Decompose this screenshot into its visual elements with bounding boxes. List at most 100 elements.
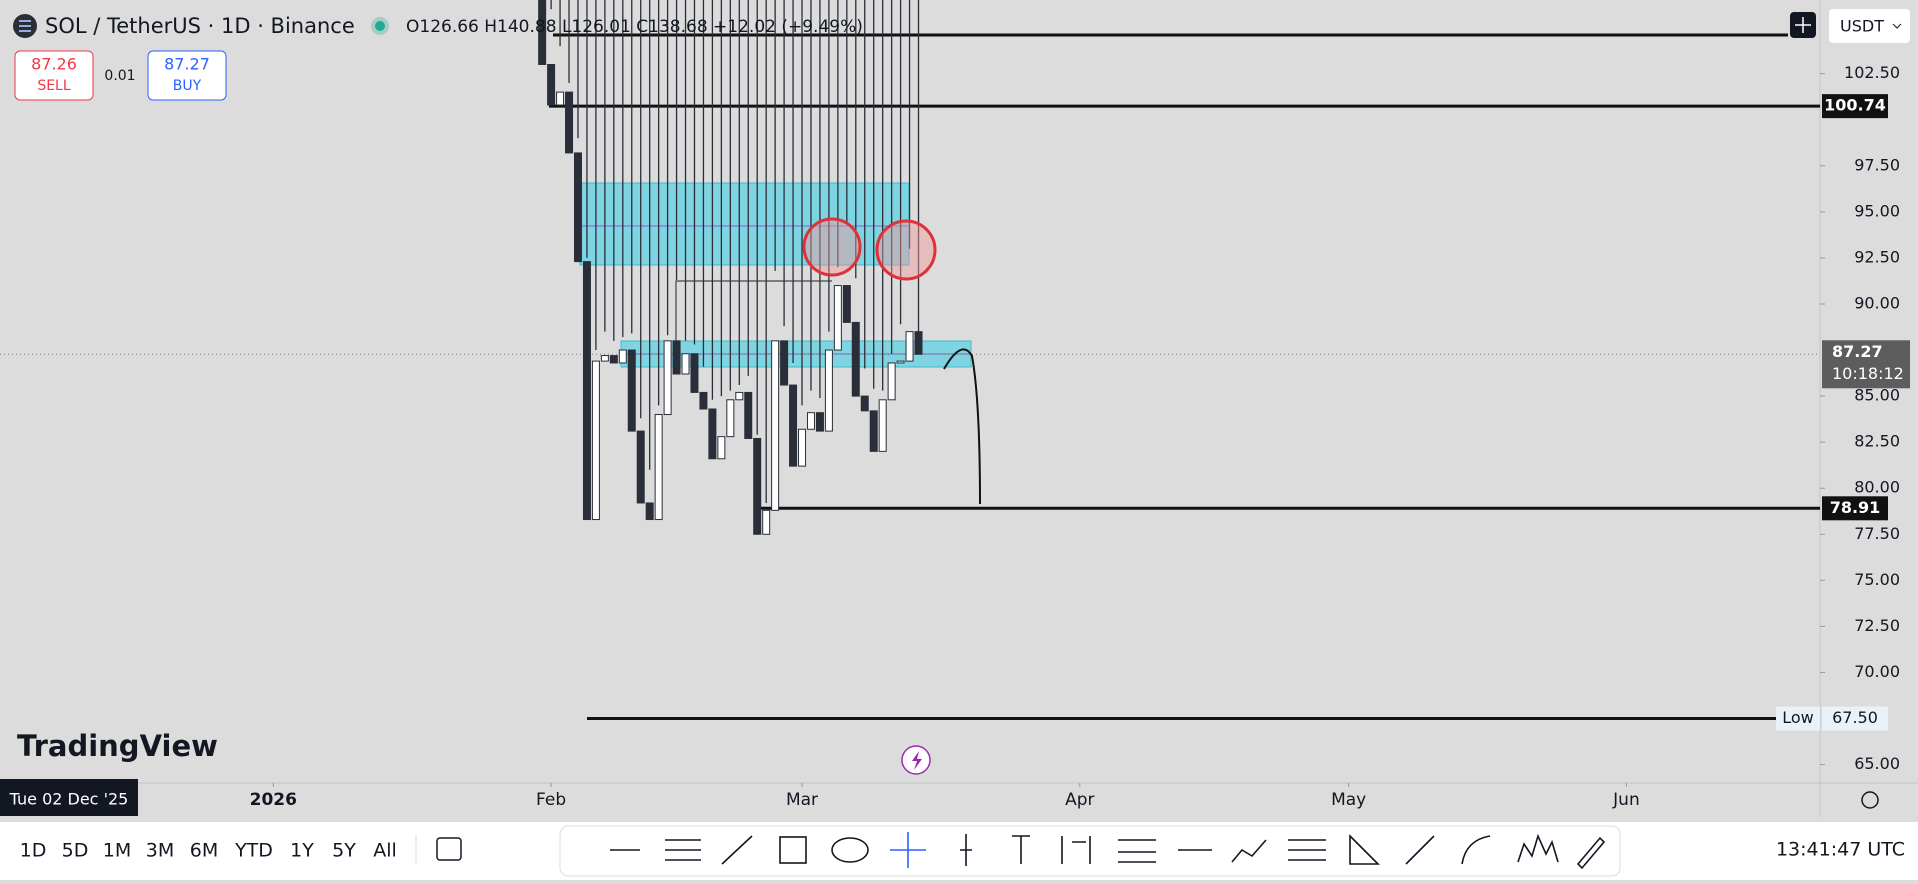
symbol-title: SOL / TetherUS · 1D · Binance xyxy=(45,14,355,38)
candle-body xyxy=(654,414,663,521)
range-button[interactable]: 5Y xyxy=(332,840,356,862)
range-button[interactable]: 5D xyxy=(62,840,89,862)
x-tick-label: May xyxy=(1331,790,1366,810)
tool-icon[interactable] xyxy=(831,837,869,863)
annotations xyxy=(802,217,981,505)
candle-body xyxy=(663,340,672,416)
settings-icon[interactable] xyxy=(1861,791,1879,809)
range-button[interactable]: 3M xyxy=(146,840,174,862)
last-price-label: 87.27 xyxy=(1832,342,1883,361)
currency-button[interactable] xyxy=(1829,9,1910,43)
tool-icon[interactable] xyxy=(1517,833,1559,863)
sell-price: 87.26 xyxy=(31,55,77,74)
range-button[interactable]: 6M xyxy=(190,840,218,862)
tool-icon[interactable] xyxy=(1012,835,1030,864)
tool-icon[interactable] xyxy=(665,839,701,861)
y-tick-label: 85.00 xyxy=(1854,386,1900,405)
tool-icon[interactable] xyxy=(1349,834,1380,865)
candle-body xyxy=(896,360,905,364)
tool-icon[interactable] xyxy=(1576,836,1606,870)
y-tick-label: 72.50 xyxy=(1854,616,1900,635)
buy-label: BUY xyxy=(173,78,202,94)
low-value: 67.50 xyxy=(1832,708,1878,727)
tool-icon[interactable] xyxy=(1461,835,1491,865)
sell-label: SELL xyxy=(37,78,71,94)
supply-zone xyxy=(579,182,910,266)
tool-icon[interactable] xyxy=(960,834,972,866)
candle-body xyxy=(556,91,565,106)
cursor-date: Tue 02 Dec '25 xyxy=(9,790,129,809)
candle-body xyxy=(708,408,717,460)
candle-body xyxy=(565,91,574,154)
tool-icon[interactable] xyxy=(1231,839,1267,863)
candle-body xyxy=(726,399,735,438)
candle-body xyxy=(878,399,887,452)
candle-body xyxy=(690,353,699,393)
candle-body xyxy=(780,340,789,386)
range-button[interactable]: YTD xyxy=(234,840,273,862)
range-bracket xyxy=(675,280,832,345)
low-tag xyxy=(1822,706,1888,731)
dropdown-caret xyxy=(1892,23,1902,29)
candle-body xyxy=(851,321,860,397)
candle-body xyxy=(798,428,807,467)
candle-body xyxy=(645,502,654,521)
y-tick-label: 75.00 xyxy=(1854,570,1900,589)
y-tick-label: 70.00 xyxy=(1854,662,1900,681)
x-tick-label: Mar xyxy=(786,790,818,810)
y-tick-label: 97.50 xyxy=(1854,155,1900,174)
candle-body xyxy=(717,436,726,460)
tool-icon[interactable] xyxy=(1405,835,1435,865)
tool-icon[interactable] xyxy=(721,835,753,865)
tool-icon[interactable] xyxy=(890,832,926,868)
candle-body xyxy=(573,152,582,263)
x-tick-label: 2026 xyxy=(250,790,297,810)
candle-body xyxy=(887,362,896,401)
y-tick-label: 92.50 xyxy=(1854,247,1900,266)
date-range-button[interactable] xyxy=(436,837,462,861)
candle-body xyxy=(636,430,645,504)
status-dot xyxy=(375,21,385,31)
add-icon xyxy=(1795,17,1811,33)
tool-icon[interactable] xyxy=(779,836,807,864)
candle-body xyxy=(914,331,923,355)
candle-body xyxy=(591,360,600,521)
y-tick-label: 77.50 xyxy=(1854,524,1900,543)
drawing-tools xyxy=(610,832,1606,870)
range-button[interactable]: 1D xyxy=(20,840,47,862)
candle-body xyxy=(538,0,547,65)
candle-body xyxy=(744,391,753,439)
level-label: 78.91 xyxy=(1830,498,1881,517)
highlight-circle xyxy=(802,217,862,277)
buy-button[interactable] xyxy=(147,50,227,101)
y-tick-label: 102.50 xyxy=(1844,63,1900,82)
candle-body xyxy=(681,353,690,375)
projection-curve xyxy=(943,348,981,505)
y-tick-label: 95.00 xyxy=(1854,201,1900,220)
y-tick-label: 82.50 xyxy=(1854,432,1900,451)
range-button[interactable]: 1Y xyxy=(290,840,314,862)
countdown: 10:18:12 xyxy=(1832,364,1904,383)
last-price-tag xyxy=(1822,340,1910,389)
candle-body xyxy=(806,412,815,430)
buy-price: 87.27 xyxy=(164,55,210,74)
highlight-circle xyxy=(875,219,937,281)
tradingview-logo: TradingView xyxy=(17,729,218,763)
plot-area xyxy=(0,0,1820,721)
tool-icon[interactable] xyxy=(1061,836,1091,864)
candle-body xyxy=(815,412,824,432)
candle-body xyxy=(618,349,627,364)
sell-button[interactable] xyxy=(14,50,94,101)
candle-body xyxy=(842,285,851,323)
y-tick-label: 80.00 xyxy=(1854,478,1900,497)
candle-body xyxy=(753,437,762,535)
tool-icon[interactable] xyxy=(1288,839,1326,861)
x-tick-label: Feb xyxy=(536,790,566,810)
tool-icon[interactable] xyxy=(1118,839,1156,863)
range-button[interactable]: 1M xyxy=(103,840,131,862)
candle-body xyxy=(771,340,780,511)
range-button[interactable]: All xyxy=(373,840,397,862)
level-tag xyxy=(1822,496,1888,521)
